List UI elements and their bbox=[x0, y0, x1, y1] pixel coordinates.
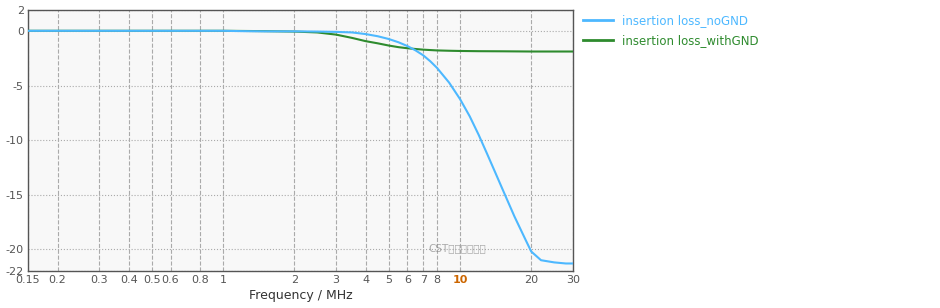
Line: insertion loss_noGND: insertion loss_noGND bbox=[28, 31, 573, 263]
insertion loss_withGND bbox=[52, 29, 63, 33]
insertion loss_withGND bbox=[94, 29, 105, 33]
insertion loss_withGND bbox=[473, 49, 484, 53]
insertion loss_noGND bbox=[331, 30, 342, 34]
insertion loss_withGND bbox=[346, 36, 357, 40]
insertion loss_withGND bbox=[312, 30, 323, 34]
insertion loss_withGND bbox=[195, 29, 206, 33]
insertion loss_withGND bbox=[164, 29, 176, 33]
insertion loss_noGND bbox=[393, 40, 404, 44]
insertion loss_noGND bbox=[425, 59, 436, 63]
insertion loss_withGND bbox=[568, 50, 579, 53]
insertion loss_noGND bbox=[410, 49, 421, 52]
insertion loss_withGND bbox=[549, 50, 560, 53]
insertion loss_noGND bbox=[464, 115, 476, 118]
insertion loss_noGND bbox=[360, 32, 371, 36]
insertion loss_withGND bbox=[289, 30, 300, 33]
insertion loss_noGND bbox=[525, 250, 537, 253]
insertion loss_noGND bbox=[521, 239, 532, 242]
insertion loss_withGND bbox=[496, 50, 508, 53]
insertion loss_noGND bbox=[489, 169, 500, 173]
insertion loss_noGND bbox=[289, 30, 300, 33]
insertion loss_noGND bbox=[312, 30, 323, 33]
insertion loss_withGND bbox=[331, 33, 342, 36]
insertion loss_noGND bbox=[146, 29, 157, 33]
X-axis label: Frequency / MHz: Frequency / MHz bbox=[249, 290, 352, 302]
insertion loss_withGND bbox=[431, 49, 443, 52]
insertion loss_noGND bbox=[372, 34, 384, 38]
insertion loss_noGND bbox=[94, 29, 105, 33]
insertion loss_noGND bbox=[259, 30, 271, 33]
insertion loss_noGND bbox=[52, 29, 63, 33]
insertion loss_noGND bbox=[496, 185, 508, 189]
insertion loss_withGND bbox=[23, 29, 34, 33]
insertion loss_withGND bbox=[217, 29, 228, 33]
insertion loss_noGND bbox=[417, 54, 429, 57]
insertion loss_noGND bbox=[431, 66, 443, 70]
insertion loss_noGND bbox=[180, 29, 192, 33]
Line: insertion loss_withGND: insertion loss_withGND bbox=[28, 31, 573, 51]
insertion loss_withGND bbox=[417, 48, 429, 51]
insertion loss_noGND bbox=[164, 29, 176, 33]
insertion loss_noGND bbox=[481, 152, 493, 155]
insertion loss_withGND bbox=[259, 29, 271, 33]
insertion loss_noGND bbox=[401, 44, 413, 48]
insertion loss_noGND bbox=[536, 258, 547, 262]
insertion loss_withGND bbox=[360, 39, 371, 43]
insertion loss_noGND bbox=[383, 37, 394, 41]
insertion loss_withGND bbox=[410, 47, 421, 51]
insertion loss_noGND bbox=[444, 81, 455, 84]
insertion loss_withGND bbox=[454, 49, 465, 53]
insertion loss_noGND bbox=[454, 97, 465, 101]
insertion loss_withGND bbox=[383, 44, 394, 47]
insertion loss_withGND bbox=[146, 29, 157, 33]
insertion loss_noGND bbox=[346, 30, 357, 34]
Legend: insertion loss_noGND, insertion loss_withGND: insertion loss_noGND, insertion loss_wit… bbox=[578, 10, 763, 52]
insertion loss_noGND bbox=[217, 29, 228, 33]
insertion loss_withGND bbox=[401, 47, 413, 50]
insertion loss_noGND bbox=[109, 29, 120, 33]
insertion loss_withGND bbox=[444, 49, 455, 53]
insertion loss_noGND bbox=[549, 261, 560, 264]
insertion loss_noGND bbox=[236, 29, 247, 33]
insertion loss_noGND bbox=[473, 133, 484, 137]
insertion loss_noGND bbox=[135, 29, 147, 33]
insertion loss_noGND bbox=[195, 29, 206, 33]
insertion loss_withGND bbox=[525, 50, 537, 53]
insertion loss_withGND bbox=[393, 45, 404, 49]
insertion loss_withGND bbox=[372, 42, 384, 45]
Text: CST仿真专家之路: CST仿真专家之路 bbox=[429, 243, 486, 253]
insertion loss_noGND bbox=[23, 29, 34, 33]
insertion loss_noGND bbox=[509, 215, 520, 218]
insertion loss_noGND bbox=[568, 261, 579, 265]
insertion loss_noGND bbox=[75, 29, 86, 33]
insertion loss_withGND bbox=[123, 29, 134, 33]
insertion loss_noGND bbox=[560, 261, 572, 265]
insertion loss_noGND bbox=[123, 29, 134, 33]
